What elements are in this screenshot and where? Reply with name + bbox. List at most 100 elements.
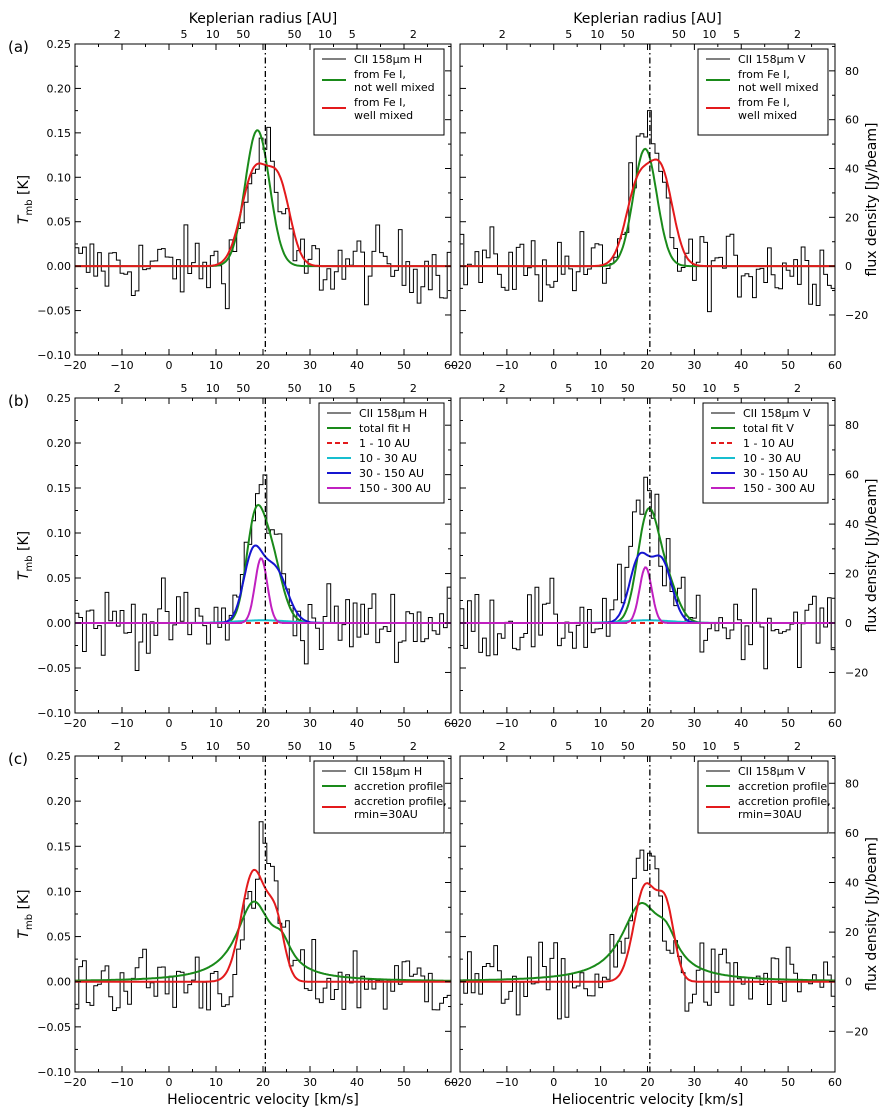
legend-label: accretion profile: [354, 780, 443, 793]
legend-label: from Fe I,: [354, 68, 406, 81]
top-axis-label: 50: [236, 740, 250, 753]
legend-label-line2: well mixed: [354, 109, 413, 122]
model-curve-red: [75, 162, 451, 268]
right-tick-label: 0: [845, 260, 852, 273]
x-tick-label: 60: [828, 717, 842, 730]
x-tick-label: 50: [397, 359, 411, 372]
right-tick-label: −20: [845, 1025, 868, 1038]
x-tick-label: 20: [641, 359, 655, 372]
legend-label: CII 158μm V: [738, 53, 806, 66]
x-tick-label: −20: [63, 1076, 86, 1089]
x-tick-label: 10: [594, 1076, 608, 1089]
y-tick-label: 0.15: [47, 127, 72, 140]
x-tick-label: 20: [256, 1076, 270, 1089]
top-axis-label: 5: [181, 740, 188, 753]
x-tick-label: 0: [166, 1076, 173, 1089]
legend-label: 1 - 10 AU: [359, 437, 410, 450]
right-tick-label: 20: [845, 211, 859, 224]
x-tick-label: 40: [734, 717, 748, 730]
model-curve-red: [460, 158, 835, 268]
x-tick-label: 60: [444, 359, 458, 372]
right-tick-label: 80: [845, 777, 859, 790]
panel-a-H: −20 −10 0 10 20 30 40 50 60 2 5 10 50 50 10 5 2 −0.10 −0.0…: [37, 28, 458, 372]
panel-label: (a): [8, 38, 29, 56]
top-axis-label: 5: [565, 28, 572, 41]
legend-label: CII 158μm H: [354, 53, 422, 66]
x-tick-label: 30: [687, 717, 701, 730]
top-axis-label: 10: [318, 28, 332, 41]
legend-label: accretion profile,: [738, 795, 831, 808]
top-axis-label: 2: [114, 740, 121, 753]
x-tick-label: 50: [781, 717, 795, 730]
top-axis-label: 5: [349, 740, 356, 753]
x-tick-label: −20: [63, 359, 86, 372]
plot-area: [460, 476, 835, 670]
right-tick-label: 0: [845, 617, 852, 630]
y-tick-label: 0.20: [47, 437, 72, 450]
model-curve-green: [460, 507, 835, 624]
top-axis-label: 50: [236, 28, 250, 41]
top-axis-label: 10: [318, 740, 332, 753]
legend-box: [702, 402, 829, 504]
left-axis-title: Tmb [K]: [16, 531, 35, 580]
x-tick-label: 20: [641, 717, 655, 730]
x-tick-label: −20: [448, 1076, 471, 1089]
x-tick-label: 60: [828, 359, 842, 372]
y-tick-label: 0.10: [47, 171, 72, 184]
right-tick-label: 60: [845, 827, 859, 840]
x-tick-label: 50: [397, 1076, 411, 1089]
x-tick-label: 40: [350, 1076, 364, 1089]
y-tick-label: 0.15: [47, 840, 72, 853]
top-axis-label: 2: [499, 28, 506, 41]
y-tick-label: 0.00: [47, 976, 72, 989]
y-tick-label: −0.05: [37, 662, 71, 675]
x-tick-label: −10: [495, 1076, 518, 1089]
x-tick-label: 20: [641, 1076, 655, 1089]
x-tick-label: 30: [303, 1076, 317, 1089]
y-tick-label: −0.10: [37, 1066, 71, 1079]
legend-label: 10 - 30 AU: [359, 452, 417, 465]
right-tick-label: 20: [845, 568, 859, 581]
x-tick-label: −20: [448, 359, 471, 372]
model-curve-magenta: [75, 557, 451, 624]
legend-box: [313, 48, 445, 136]
legend-box: [697, 760, 829, 834]
model-curve-red: [460, 882, 835, 983]
right-tick-label: 40: [845, 162, 859, 175]
top-axis-label: 5: [565, 740, 572, 753]
top-axis-label: 50: [621, 740, 635, 753]
right-axis-title: flux density [Jy/beam]: [864, 837, 880, 991]
x-tick-label: 10: [209, 1076, 223, 1089]
right-tick-label: 80: [845, 419, 859, 432]
plot-area: [460, 110, 835, 313]
y-tick-label: −0.10: [37, 707, 71, 720]
model-curve-blue: [460, 551, 835, 624]
panel-c-H: −20 −10 0 10 20 30 40 50 60 2 5 10 50 50 10 5 2 −0.10 −0.0…: [37, 740, 458, 1089]
top-axis-label: 50: [287, 382, 301, 395]
legend-label: total fit H: [359, 422, 411, 435]
x-tick-label: 0: [550, 1076, 557, 1089]
right-axis-title: flux density [Jy/beam]: [864, 479, 880, 633]
top-axis-label: 10: [206, 740, 220, 753]
legend-box: [697, 48, 829, 136]
legend-label: accretion profile,: [354, 795, 447, 808]
top-axis-label: 10: [590, 382, 604, 395]
y-tick-label: 0.25: [47, 38, 72, 51]
y-tick-label: 0.10: [47, 885, 72, 898]
right-tick-label: 80: [845, 65, 859, 78]
right-tick-label: 60: [845, 469, 859, 482]
left-axis-title: Tmb [K]: [16, 889, 35, 938]
legend-label: accretion profile: [738, 780, 827, 793]
x-tick-label: 30: [303, 717, 317, 730]
legend-label: 30 - 150 AU: [359, 467, 424, 480]
panel-c-V: −20 −10 0 10 20 30 40 50 60 2 5 10 50 50 10 5 2 −20 0 20 40 6…: [448, 740, 868, 1089]
legend-label: CII 158μm H: [354, 765, 422, 778]
x-tick-label: −10: [110, 717, 133, 730]
panel-label: (c): [8, 750, 28, 768]
top-axis-label: 2: [410, 382, 417, 395]
top-axis-label: 10: [702, 28, 716, 41]
legend-label: 1 - 10 AU: [743, 437, 794, 450]
x-tick-label: −10: [495, 717, 518, 730]
y-tick-label: −0.05: [37, 305, 71, 318]
